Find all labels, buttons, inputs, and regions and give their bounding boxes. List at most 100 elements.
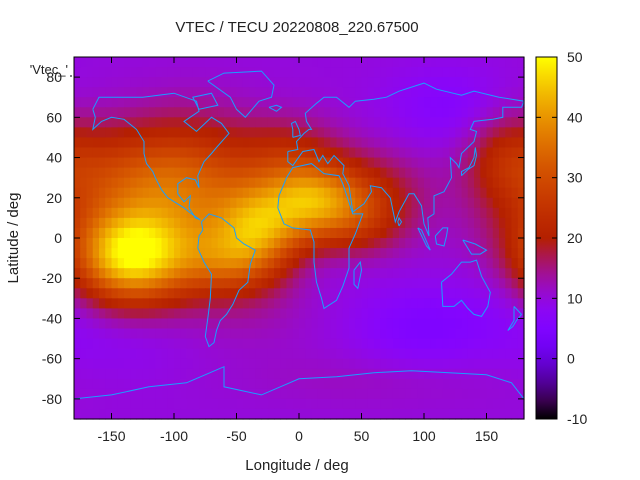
heatmap-cell [243,379,250,390]
heatmap-cell [418,308,425,319]
heatmap-cell [162,369,169,380]
heatmap-cell [437,409,444,420]
heatmap-cell [293,389,300,400]
heatmap-cell [199,178,206,189]
heatmap-cell [174,349,181,360]
heatmap-cell [343,379,350,390]
heatmap-cell [99,97,106,108]
heatmap-cell [374,288,381,299]
heatmap-cell [418,389,425,400]
heatmap-cell [462,77,469,88]
heatmap-cell [105,67,112,78]
heatmap-cell [505,57,512,68]
heatmap-cell [468,349,475,360]
heatmap-cell [324,409,331,420]
heatmap-cell [80,57,87,68]
heatmap-cell [412,278,419,289]
heatmap-cell [143,57,150,68]
heatmap-cell [237,268,244,279]
heatmap-cell [493,168,500,179]
heatmap-cell [243,137,250,148]
heatmap-cell [412,329,419,340]
heatmap-cell [468,188,475,199]
heatmap-cell [355,97,362,108]
heatmap-cell [212,268,219,279]
heatmap-cell [424,349,431,360]
heatmap-cell [199,399,206,410]
heatmap-cell [499,409,506,420]
heatmap-cell [249,148,256,159]
heatmap-cell [324,127,331,138]
heatmap-cell [87,67,94,78]
heatmap-cell [80,168,87,179]
heatmap-cell [218,409,225,420]
heatmap-cell [405,288,412,299]
heatmap-cell [480,349,487,360]
heatmap-cell [230,379,237,390]
heatmap-cell [80,359,87,370]
heatmap-cell [424,379,431,390]
heatmap-cell [87,359,94,370]
heatmap-cell [174,117,181,128]
heatmap-cell [149,188,156,199]
heatmap-cell [87,409,94,420]
heatmap-cell [280,137,287,148]
heatmap-cell [324,107,331,118]
heatmap-cell [362,57,369,68]
heatmap-cell [143,329,150,340]
heatmap-cell [312,379,319,390]
heatmap-cell [187,168,194,179]
heatmap-cell [112,228,119,239]
heatmap-cell [487,389,494,400]
heatmap-cell [468,278,475,289]
heatmap-cell [174,298,181,309]
heatmap-cell [155,379,162,390]
heatmap-cell [143,278,150,289]
heatmap-cell [474,389,481,400]
heatmap-cell [162,198,169,209]
heatmap-cell [224,318,231,329]
heatmap-cell [305,97,312,108]
heatmap-cell [393,389,400,400]
heatmap-cell [362,97,369,108]
heatmap-cell [512,137,519,148]
heatmap-cell [143,67,150,78]
heatmap-cell [430,399,437,410]
heatmap-cell [412,399,419,410]
heatmap-cell [118,288,125,299]
heatmap-cell [424,339,431,350]
heatmap-cell [180,369,187,380]
heatmap-cell [274,148,281,159]
heatmap-cell [337,238,344,249]
heatmap-cell [318,268,325,279]
heatmap-cell [280,369,287,380]
heatmap-cell [162,349,169,360]
heatmap-cell [468,258,475,269]
heatmap-cell [312,77,319,88]
heatmap-cell [505,178,512,189]
heatmap-cell [255,238,262,249]
heatmap-cell [80,278,87,289]
heatmap-cell [355,188,362,199]
heatmap-cell [387,389,394,400]
heatmap-cell [468,228,475,239]
heatmap-cell [430,339,437,350]
heatmap-cell [143,188,150,199]
heatmap-cell [349,288,356,299]
heatmap-cell [105,298,112,309]
heatmap-cell [505,409,512,420]
heatmap-cell [249,158,256,169]
heatmap-cell [318,158,325,169]
heatmap-cell [230,137,237,148]
heatmap-cell [99,198,106,209]
heatmap-cell [224,409,231,420]
heatmap-cell [487,308,494,319]
heatmap-cell [237,308,244,319]
heatmap-cell [299,77,306,88]
heatmap-cell [374,379,381,390]
heatmap-cell [205,107,212,118]
heatmap-cell [387,148,394,159]
heatmap-cell [124,318,131,329]
heatmap-cell [412,238,419,249]
heatmap-cell [387,409,394,420]
